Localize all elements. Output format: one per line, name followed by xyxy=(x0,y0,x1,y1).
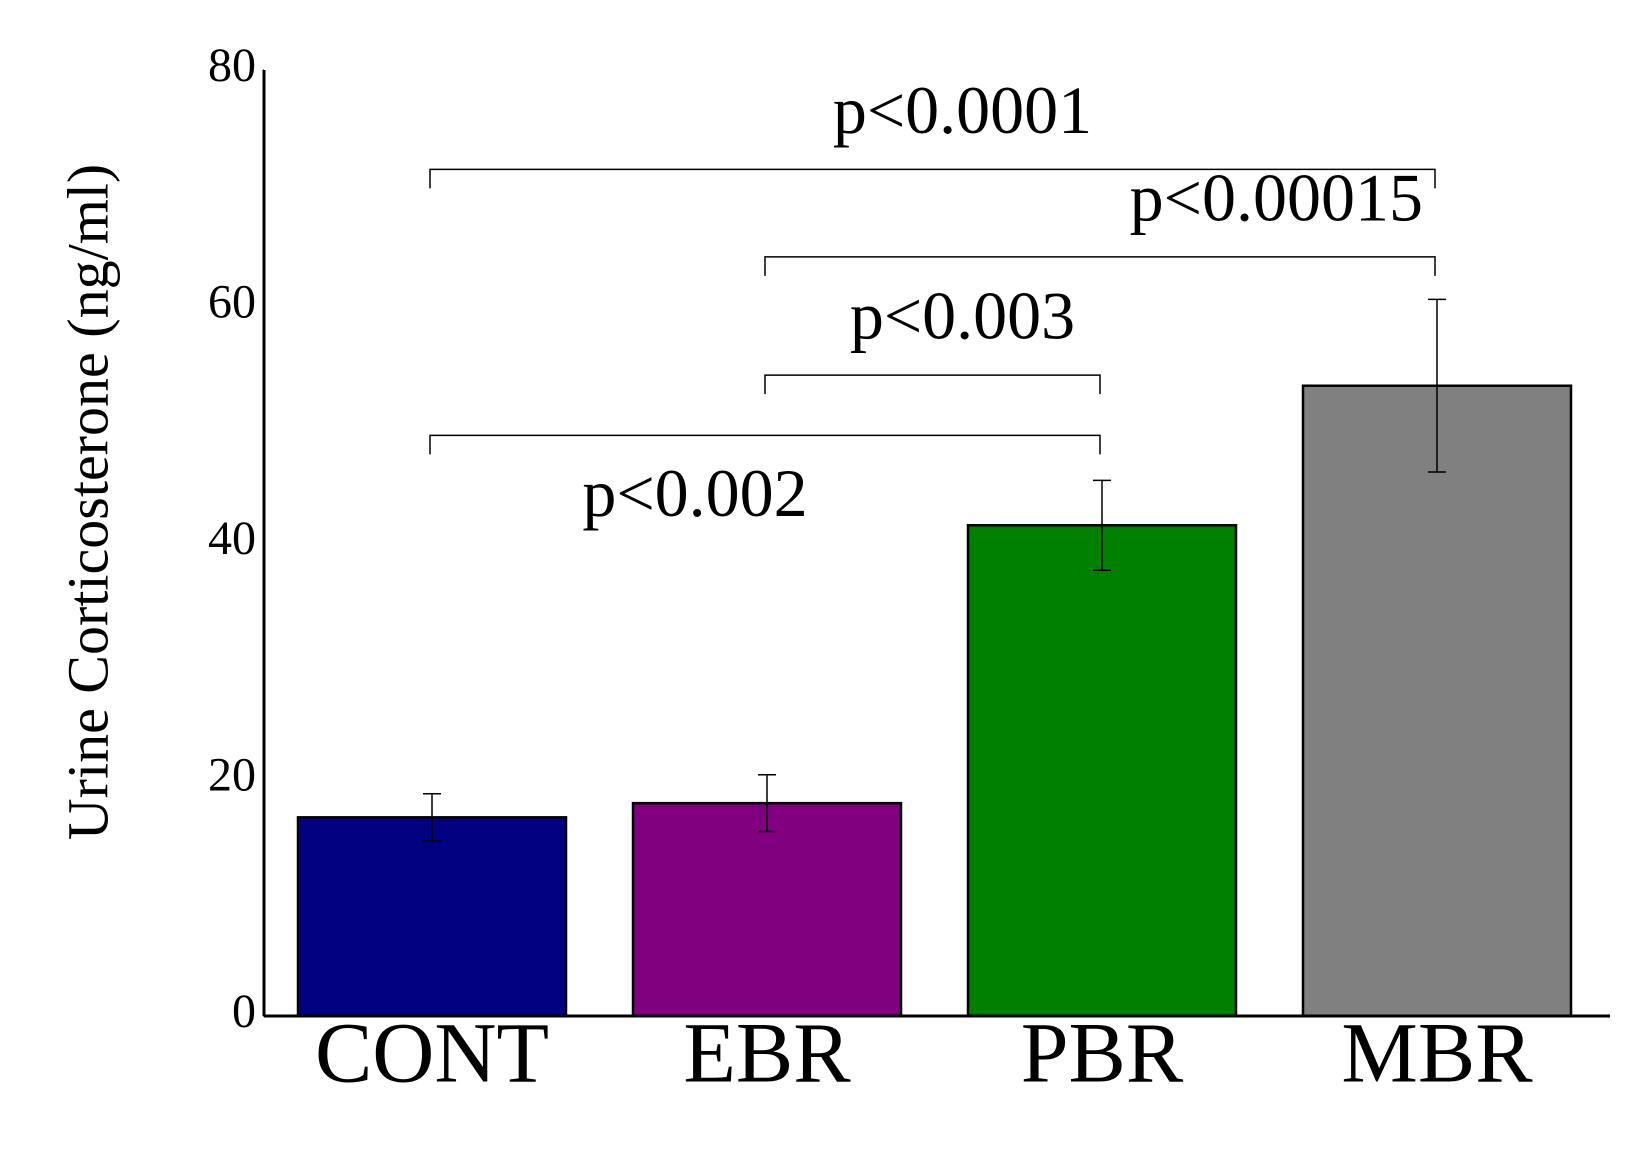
significance-bracket xyxy=(429,168,1436,189)
significance-label: p<0.0001 xyxy=(833,72,1092,148)
significance-label: p<0.002 xyxy=(582,455,807,531)
x-tick-label: EBR xyxy=(683,1005,851,1101)
bar xyxy=(296,816,568,1018)
y-tick-label: 20 xyxy=(208,749,256,802)
significance-bracket xyxy=(764,374,1101,395)
bar xyxy=(1301,384,1573,1018)
y-tick-label: 0 xyxy=(232,985,256,1038)
bar xyxy=(966,524,1238,1018)
y-tick-label: 80 xyxy=(208,39,256,92)
significance-bracket xyxy=(764,256,1436,276)
significance-bracket xyxy=(429,434,1101,455)
x-tick-label: MBR xyxy=(1341,1005,1533,1101)
significance-label: p<0.003 xyxy=(850,278,1075,354)
x-tick-label: CONT xyxy=(315,1005,549,1101)
y-tick-label: 40 xyxy=(208,512,256,565)
y-tick-label: 60 xyxy=(208,276,256,329)
bar xyxy=(631,801,903,1018)
significance-label: p<0.00015 xyxy=(1130,159,1423,235)
x-tick-label: PBR xyxy=(1021,1005,1184,1101)
y-axis-label: Urine Corticosterone (ng/ml) xyxy=(55,164,120,841)
